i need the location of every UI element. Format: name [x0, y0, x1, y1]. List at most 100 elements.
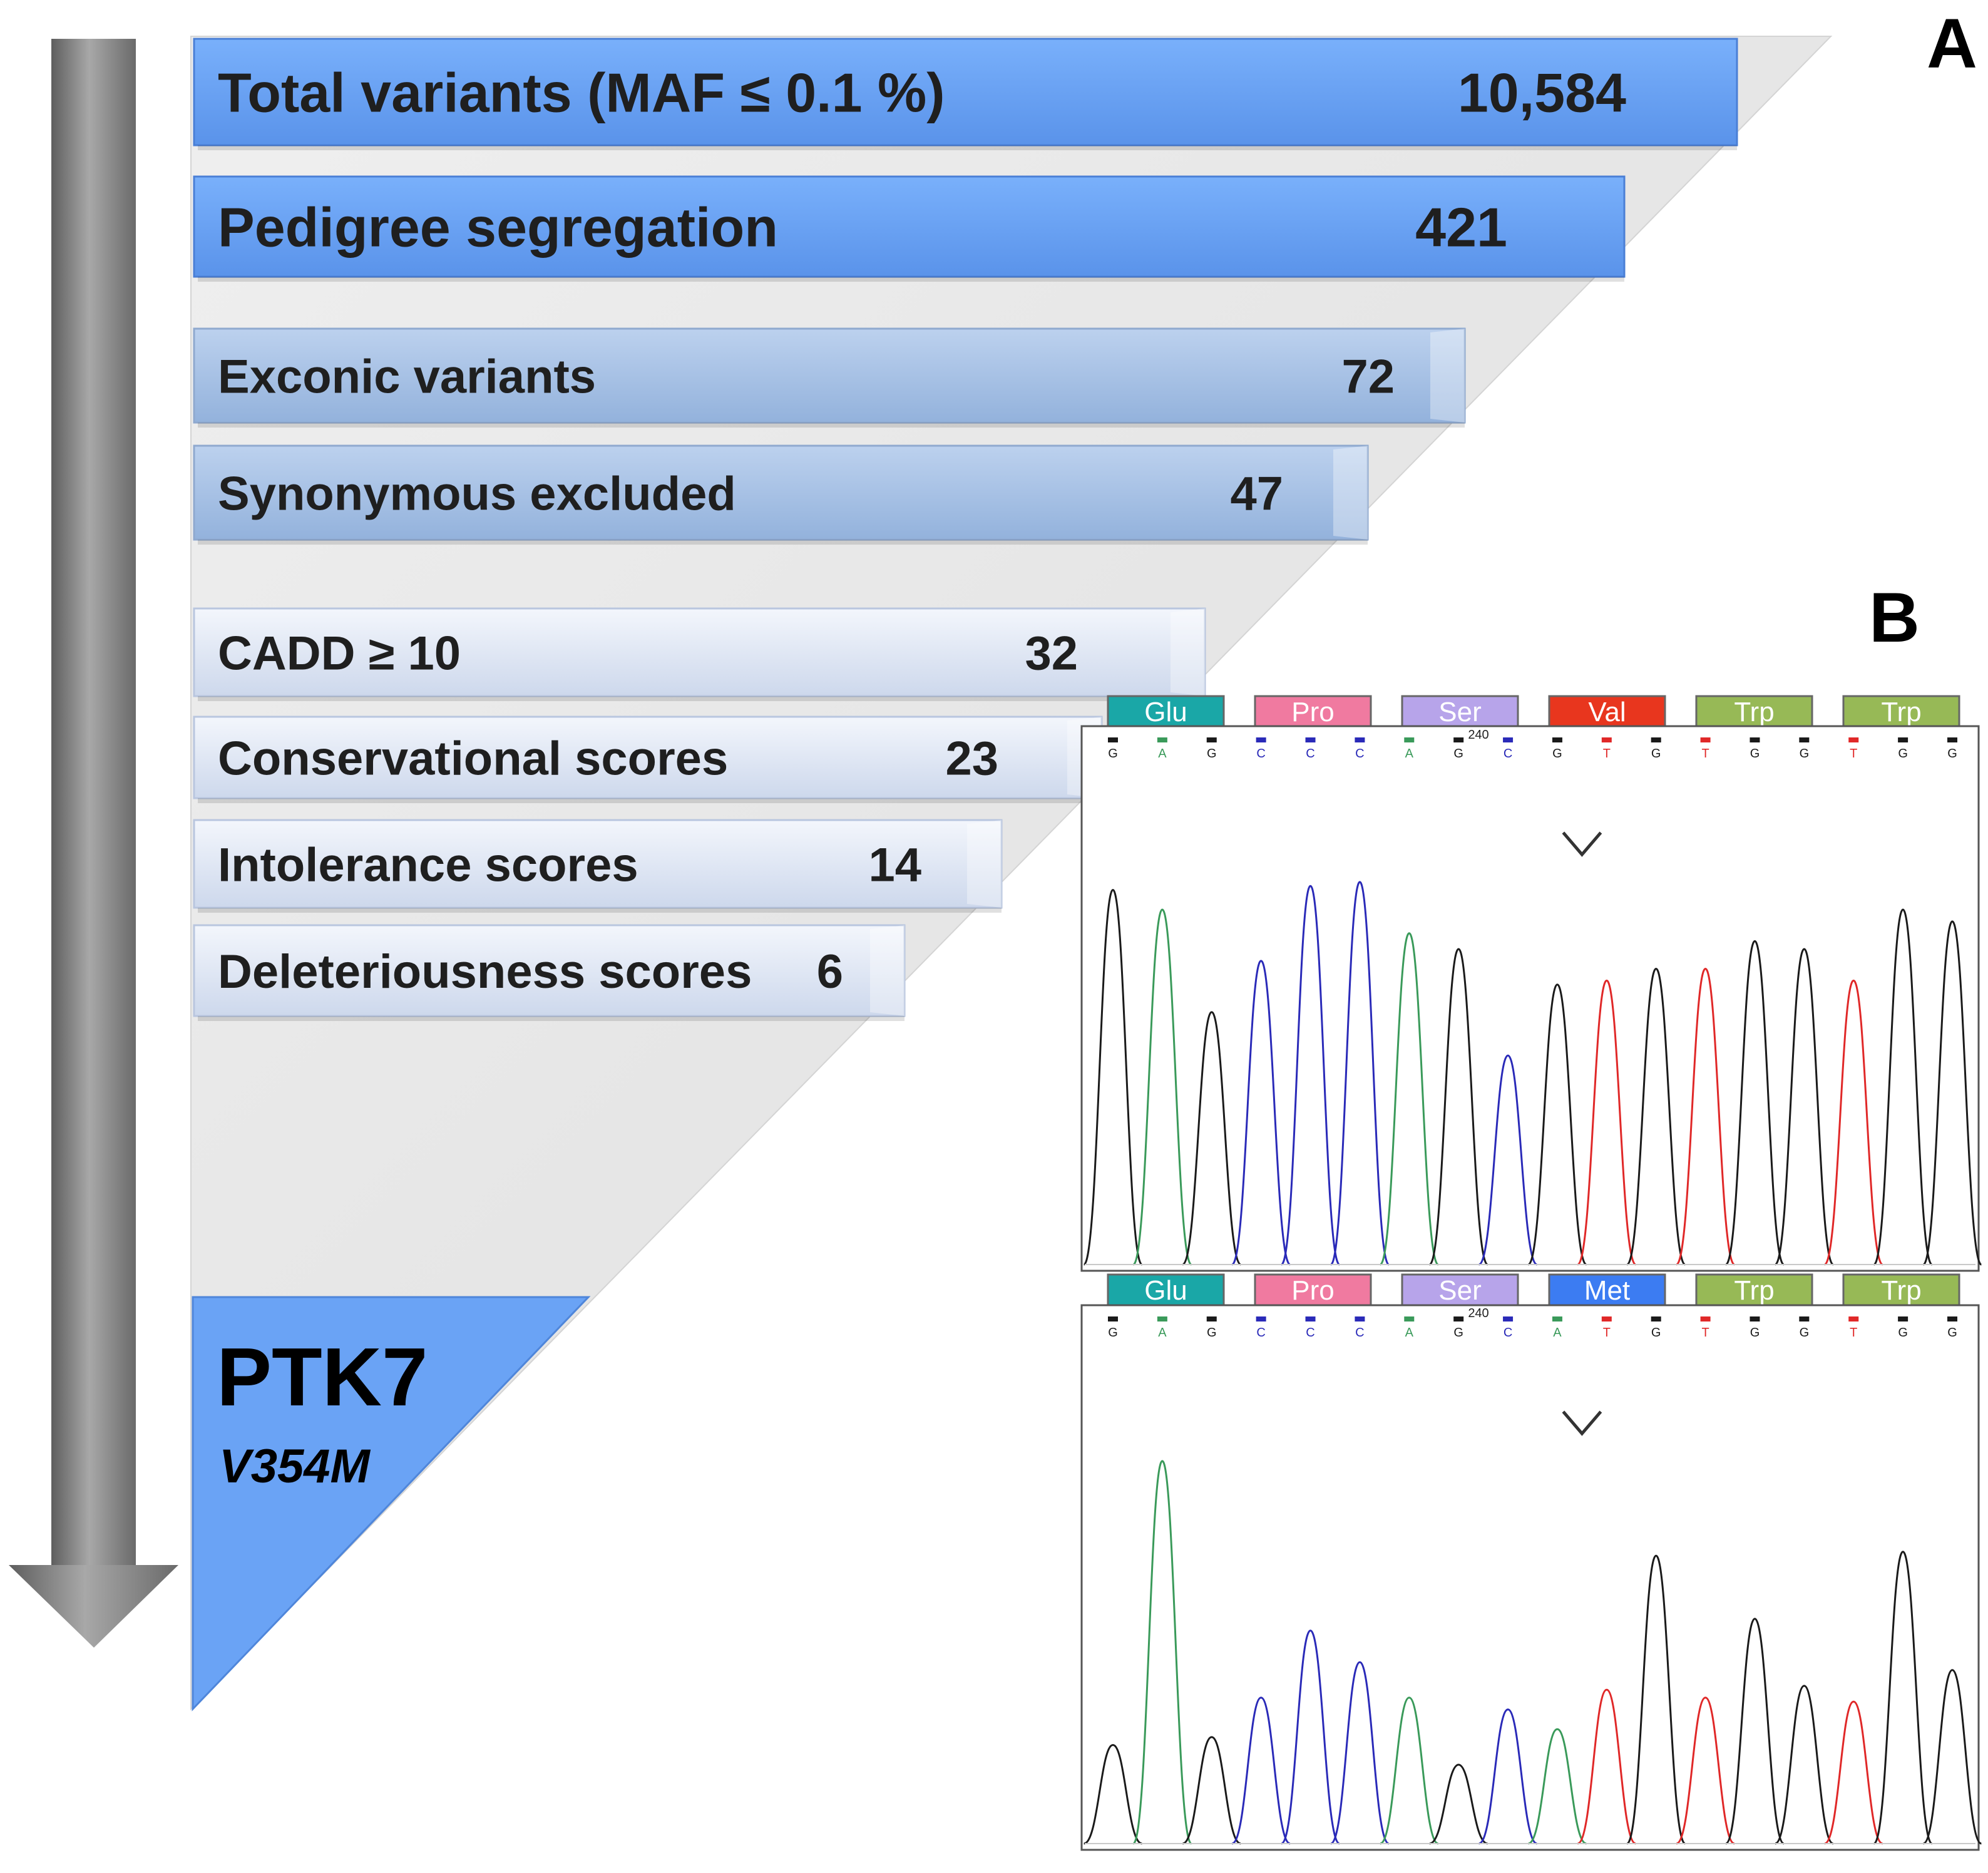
- filter-step-count: 32: [1025, 627, 1078, 680]
- filter-step: Conservational scores 23: [193, 716, 1103, 803]
- filter-step-bevel: [1333, 446, 1368, 540]
- base-call-letter: G: [1453, 747, 1463, 761]
- base-call-letter: C: [1256, 747, 1265, 761]
- trace-peak: [1478, 1708, 1538, 1845]
- trace-peak: [1527, 1728, 1587, 1845]
- base-call-letter: C: [1306, 1326, 1314, 1340]
- position-label: 240: [1468, 728, 1488, 742]
- result-block: PTK7 V354M: [192, 1296, 591, 1711]
- trace-peak: [1725, 1618, 1785, 1845]
- filter-step-shadow: [198, 1016, 904, 1021]
- trace-peak: [1280, 885, 1341, 1266]
- filter-step: CADD ≥ 10 32: [193, 607, 1206, 701]
- trace-peak: [1132, 908, 1192, 1266]
- base-call-marker: [1453, 737, 1464, 742]
- base-call-marker: [1503, 737, 1514, 742]
- codon-tab: Val: [1548, 695, 1666, 729]
- codon-tab: Glu: [1107, 695, 1225, 729]
- trace-peak: [1181, 1011, 1242, 1266]
- base-call-letter: G: [1898, 747, 1908, 761]
- filter-step-shadow: [198, 540, 1368, 545]
- base-call-letter: G: [1651, 1326, 1661, 1340]
- trace-peak: [1675, 967, 1736, 1266]
- base-call-marker: [1206, 737, 1217, 742]
- base-call-letter: G: [1207, 1326, 1217, 1340]
- variant-caret: [1562, 831, 1602, 857]
- filter-step-bevel: [870, 925, 904, 1016]
- trace-peak: [1083, 888, 1143, 1266]
- base-call-letter: A: [1553, 1326, 1562, 1340]
- codon-tab-label: Trp: [1881, 697, 1921, 727]
- base-call-marker: [1552, 1316, 1562, 1321]
- base-call-marker: [1552, 737, 1562, 742]
- base-call-letter: G: [1800, 1326, 1810, 1340]
- base-call-marker: [1750, 737, 1760, 742]
- trace-peak: [1182, 1736, 1241, 1845]
- base-call-letter: G: [1108, 1326, 1118, 1340]
- filter-step-bevel: [1430, 329, 1465, 423]
- codon-tab-box: [1401, 695, 1519, 729]
- base-call-letter: T: [1603, 747, 1611, 761]
- filter-step-label: CADD ≥ 10: [218, 627, 461, 680]
- base-call-letter: A: [1158, 1326, 1167, 1340]
- filter-step-bevel: [1171, 608, 1205, 696]
- trace-peak: [1873, 1551, 1933, 1845]
- base-call-marker: [1848, 737, 1859, 742]
- codon-tab: Pro: [1254, 695, 1372, 729]
- codon-tab: Trp: [1842, 695, 1960, 729]
- filter-step-bar: [193, 38, 1738, 146]
- trace-peak: [1429, 1763, 1488, 1845]
- filter-step-bar: [193, 444, 1369, 541]
- base-call-letter: T: [1603, 1326, 1611, 1340]
- filter-step-bar: [193, 327, 1466, 424]
- filter-steps: Total variants (MAF ≤ 0.1 %) 10,584 Pedigr…: [193, 38, 1738, 1021]
- codon-tab: Glu: [1107, 1273, 1225, 1307]
- trace-peak: [1380, 1696, 1439, 1845]
- base-call-letter: C: [1355, 1326, 1364, 1340]
- base-call-marker: [1157, 1316, 1167, 1321]
- trace-peak: [1084, 1743, 1142, 1845]
- filter-step: Exconic variants 72: [193, 327, 1466, 428]
- filter-step-label: Intolerance scores: [218, 838, 638, 891]
- codon-tab-label: Ser: [1438, 697, 1481, 727]
- process-arrow: [9, 39, 178, 1648]
- filter-step: Pedigree segregation 421: [193, 175, 1626, 282]
- filter-step-count: 10,584: [1458, 62, 1626, 124]
- base-call-marker: [1601, 1316, 1612, 1321]
- codon-tab-label: Trp: [1734, 1275, 1774, 1306]
- filter-step-label: Synonymous excluded: [218, 467, 736, 520]
- trace-peak: [1379, 932, 1440, 1266]
- base-call-letter: A: [1405, 1326, 1414, 1340]
- base-call-letter: C: [1504, 747, 1512, 761]
- base-call-letter: G: [1651, 747, 1661, 761]
- filter-step-count: 47: [1230, 467, 1283, 520]
- result-gene: PTK7: [217, 1331, 428, 1423]
- base-call-marker: [1108, 1316, 1118, 1321]
- base-call-marker: [1898, 1316, 1909, 1321]
- filter-step-label: Conservational scores: [218, 732, 728, 785]
- codon-tab-box: [1695, 695, 1813, 729]
- filter-step-label: Pedigree segregation: [218, 197, 778, 259]
- codon-tab-label: Glu: [1144, 697, 1187, 727]
- trace-peak: [1724, 940, 1785, 1266]
- filter-step-label: Total variants (MAF ≤ 0.1 %): [218, 62, 945, 124]
- codon-tab-box: [1695, 1273, 1813, 1307]
- codon-tab: Trp: [1842, 1273, 1960, 1307]
- codon-tab: Pro: [1254, 1273, 1372, 1307]
- trace-peak: [1824, 1700, 1883, 1845]
- base-call-letter: C: [1355, 747, 1364, 761]
- base-call-letter: G: [1947, 1326, 1957, 1340]
- trace-peak: [1132, 1460, 1192, 1845]
- filter-step-shadow: [198, 908, 1002, 913]
- trace-peak: [1922, 920, 1982, 1266]
- base-call-marker: [1601, 737, 1612, 742]
- base-call-letter: G: [1947, 747, 1957, 761]
- base-call-letter: A: [1405, 747, 1414, 761]
- base-call-marker: [1848, 1316, 1859, 1321]
- trace-peak: [1577, 1688, 1636, 1845]
- trace-peak: [1527, 983, 1587, 1266]
- filter-step-label: Deleteriousness scores: [218, 945, 752, 998]
- base-call-letter: G: [1750, 747, 1760, 761]
